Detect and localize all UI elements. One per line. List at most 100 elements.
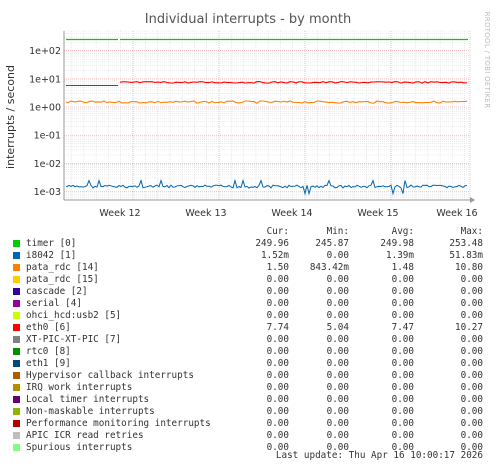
legend-series-name: cascade [2] (26, 286, 88, 297)
side-watermark: RRDTOOL / TOBI OETIKER (483, 12, 491, 109)
legend-max-value: 10.27 (455, 322, 483, 333)
legend-avg-value: 7.47 (391, 322, 414, 333)
legend-series-name: Local timer interrupts (26, 394, 150, 405)
legend-avg-value: 1.48 (391, 262, 414, 273)
y-tick-label: 1e+01 (29, 74, 61, 85)
x-tick-label: Week 13 (185, 208, 226, 219)
legend-cur-value: 0.00 (266, 346, 289, 357)
legend-row: Local timer interrupts 0.00 0.00 0.00 0.00 (0, 394, 497, 406)
legend-min-value: 0.00 (326, 370, 349, 381)
legend-max-value: 253.48 (449, 238, 483, 249)
legend-max-value: 0.00 (460, 394, 483, 405)
legend-avg-value: 0.00 (391, 394, 414, 405)
legend-avg-value: 0.00 (391, 334, 414, 345)
legend-max-value: 0.00 (460, 442, 483, 453)
legend-min-value: 0.00 (326, 298, 349, 309)
legend-avg-value: 1.39m (386, 250, 414, 261)
legend-max-value: 0.00 (460, 334, 483, 345)
legend-swatch (13, 372, 20, 379)
x-tick-label: Week 15 (357, 208, 398, 219)
legend-cur-value: 1.52m (261, 250, 289, 261)
legend-row: Hypervisor callback interrupts 0.00 0.00 0.… (0, 370, 497, 382)
legend-max-value: 0.00 (460, 346, 483, 357)
legend-rows: timer [0] 249.96 245.87 249.98 253.48 i8042 [… (0, 238, 497, 454)
legend-series-name: XT-PIC-XT-PIC [7] (26, 334, 122, 345)
column-header-cur: Cur: (266, 226, 289, 237)
x-tick-label: Week 14 (271, 208, 312, 219)
legend-swatch (13, 240, 20, 247)
legend-avg-value: 0.00 (391, 382, 414, 393)
legend-min-value: 0.00 (326, 250, 349, 261)
legend-row: eth1 [9] 0.00 0.00 0.00 0.00 (0, 358, 497, 370)
legend-row: timer [0] 249.96 245.87 249.98 253.48 (0, 238, 497, 250)
legend-avg-value: 0.00 (391, 418, 414, 429)
legend-max-value: 0.00 (460, 286, 483, 297)
legend-cur-value: 0.00 (266, 430, 289, 441)
legend-avg-value: 0.00 (391, 370, 414, 381)
legend-cur-value: 0.00 (266, 310, 289, 321)
legend-cur-value: 0.00 (266, 286, 289, 297)
legend-min-value: 245.87 (315, 238, 349, 249)
legend-avg-value: 0.00 (391, 286, 414, 297)
legend-max-value: 0.00 (460, 310, 483, 321)
legend-series-name: eth1 [9] (26, 358, 71, 369)
legend-series-name: Hypervisor callback interrupts (26, 370, 194, 381)
legend-min-value: 843.42m (309, 262, 349, 273)
legend-row: Performance monitoring interrupts 0.00 0.0… (0, 418, 497, 430)
legend-series-name: serial [4] (26, 298, 82, 309)
legend-cur-value: 0.00 (266, 418, 289, 429)
legend-avg-value: 0.00 (391, 298, 414, 309)
legend-cur-value: 0.00 (266, 298, 289, 309)
legend-row: cascade [2] 0.00 0.00 0.00 0.00 (0, 286, 497, 298)
legend-max-value: 10.80 (455, 262, 483, 273)
legend-max-value: 0.00 (460, 430, 483, 441)
legend: Cur: Min: Avg: Max: timer [0] 249.96 245.8… (0, 226, 497, 454)
x-tick-label: Week 16 (436, 208, 477, 219)
y-tick-labels: 1e+02 1e+01 1e+00 1e-01 1e-02 1e-03 (29, 46, 61, 198)
interrupts-chart: Individual interrupts - by month interru… (0, 0, 497, 226)
legend-avg-value: 0.00 (391, 430, 414, 441)
legend-swatch (13, 324, 20, 331)
legend-swatch (13, 348, 20, 355)
x-axis-arrow (470, 197, 475, 203)
legend-swatch (13, 276, 20, 283)
legend-swatch (13, 336, 20, 343)
legend-min-value: 0.00 (326, 310, 349, 321)
legend-swatch (13, 408, 20, 415)
legend-max-value: 0.00 (460, 358, 483, 369)
legend-row: IRQ work interrupts 0.00 0.00 0.00 0.00 (0, 382, 497, 394)
legend-max-value: 0.00 (460, 406, 483, 417)
legend-cur-value: 249.96 (255, 238, 289, 249)
legend-series-name: Performance monitoring interrupts (26, 418, 211, 429)
y-tick-label: 1e-01 (34, 131, 61, 142)
legend-min-value: 0.00 (326, 358, 349, 369)
legend-series-name: IRQ work interrupts (26, 382, 133, 393)
legend-min-value: 5.04 (326, 322, 349, 333)
legend-row: Non-maskable interrupts 0.00 0.00 0.00 0.00 (0, 406, 497, 418)
legend-min-value: 0.00 (326, 346, 349, 357)
last-update: Last update: Thu Apr 16 10:00:17 2026 (275, 450, 483, 461)
legend-swatch (13, 432, 20, 439)
legend-swatch (13, 384, 20, 391)
legend-header: Cur: Min: Avg: Max: (0, 226, 497, 238)
legend-swatch (13, 252, 20, 259)
y-tick-label: 1e-02 (34, 159, 61, 170)
legend-cur-value: 0.00 (266, 382, 289, 393)
legend-series-name: rtc0 [8] (26, 346, 71, 357)
legend-cur-value: 0.00 (266, 334, 289, 345)
legend-cur-value: 7.74 (266, 322, 289, 333)
legend-cur-value: 1.50 (266, 262, 289, 273)
legend-row: APIC ICR read retries 0.00 0.00 0.00 0.00 (0, 430, 497, 442)
legend-row: pata_rdc [15] 0.00 0.00 0.00 0.00 (0, 274, 497, 286)
legend-avg-value: 0.00 (391, 358, 414, 369)
legend-max-value: 51.83m (449, 250, 483, 261)
legend-cur-value: 0.00 (266, 370, 289, 381)
series-line (65, 178, 468, 196)
legend-min-value: 0.00 (326, 382, 349, 393)
y-axis-label: interrupts / second (4, 65, 17, 169)
legend-min-value: 0.00 (326, 442, 349, 453)
legend-avg-value: 249.98 (380, 238, 414, 249)
legend-swatch (13, 444, 20, 451)
legend-cur-value: 0.00 (266, 358, 289, 369)
legend-swatch (13, 420, 20, 427)
